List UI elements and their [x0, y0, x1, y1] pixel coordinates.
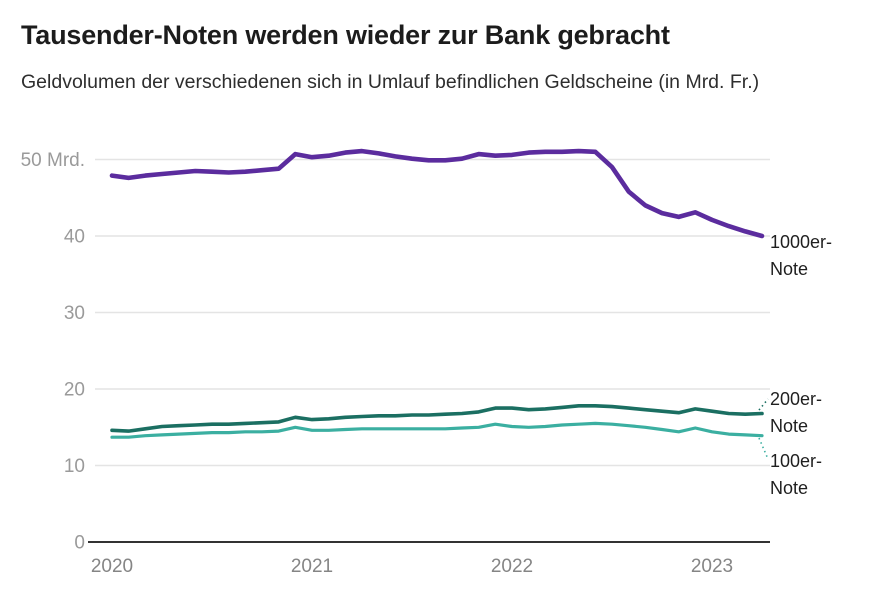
gridlines [95, 158, 770, 467]
xtick-2023: 2023 [691, 556, 733, 577]
series-line-200er [110, 403, 764, 433]
x-axis-labels: 2020 2021 2022 2023 [91, 556, 733, 577]
ytick-40: 40 [64, 227, 85, 248]
ytick-30: 30 [64, 303, 85, 324]
series-label-100er: 100er-Note [770, 451, 823, 498]
xtick-2022: 2022 [491, 556, 533, 577]
ytick-20: 20 [64, 380, 85, 401]
series-label-1000er: 1000er-Note [770, 232, 833, 279]
xtick-2020: 2020 [91, 556, 133, 577]
leader-line-100er [758, 437, 769, 460]
leader-line-200er [758, 398, 769, 411]
series-line-100er [110, 421, 764, 439]
series-lines [109, 148, 765, 439]
y-axis-labels: 50 Mrd. 40 30 20 10 0 [21, 150, 85, 554]
ytick-50: 50 Mrd. [21, 150, 85, 171]
ytick-10: 10 [64, 456, 85, 477]
chart-subtitle: Geldvolumen der verschiedenen sich in Um… [21, 71, 760, 93]
chart-title: Tausender-Noten werden wieder zur Bank g… [21, 20, 670, 50]
series-line-1000er [109, 148, 765, 239]
series-label-200er: 200er-Note [770, 389, 823, 436]
ytick-0: 0 [74, 533, 85, 554]
xtick-2021: 2021 [291, 556, 333, 577]
